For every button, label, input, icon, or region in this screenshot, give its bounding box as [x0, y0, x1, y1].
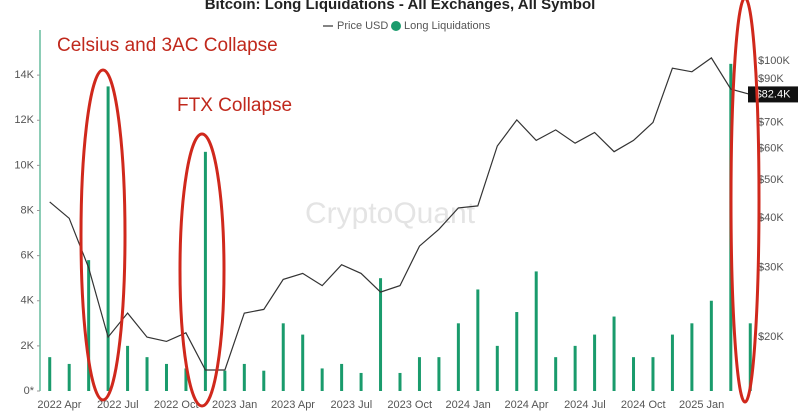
- highlight-ellipse: [178, 132, 226, 408]
- bar: [184, 368, 188, 391]
- bar: [359, 372, 363, 391]
- price-tag-label: $82.4K: [756, 88, 792, 100]
- bar: [87, 260, 91, 391]
- bar: [632, 357, 636, 391]
- price-tag: [748, 86, 798, 103]
- y-tick-label: 14K: [14, 69, 34, 81]
- x-tick-label: 2022 Apr: [37, 399, 81, 411]
- bar: [554, 357, 558, 391]
- watermark: CryptoQuant: [305, 197, 476, 230]
- bar: [476, 289, 480, 391]
- bar: [203, 151, 207, 391]
- bar: [262, 370, 266, 391]
- bar: [534, 271, 538, 391]
- highlight-ellipse: [729, 0, 761, 404]
- annotation: FTX Collapse: [177, 95, 292, 116]
- bar: [690, 323, 694, 391]
- bar: [612, 316, 616, 391]
- x-tick-label: 2024 Apr: [504, 399, 548, 411]
- x-tick-label: 2022 Jul: [97, 399, 139, 411]
- bar: [340, 363, 344, 391]
- bar: [281, 323, 285, 391]
- y-tick-label: 12K: [14, 114, 34, 126]
- bar: [456, 323, 460, 391]
- bar: [495, 345, 499, 391]
- bar: [106, 86, 110, 391]
- bar: [223, 370, 227, 391]
- y-tick-label: 2K: [21, 340, 35, 352]
- annotation: Celsius and 3AC Collapse: [57, 35, 278, 56]
- legend-dot: [391, 21, 401, 31]
- y-tick-label: 0*: [24, 385, 35, 397]
- bar: [417, 357, 421, 391]
- bar: [164, 363, 168, 391]
- y2-tick-label: $20K: [758, 331, 784, 343]
- legend-label: Price USD: [337, 20, 388, 32]
- x-tick-label: 2023 Jul: [331, 399, 373, 411]
- bar: [709, 300, 713, 391]
- bar: [437, 357, 441, 391]
- bar: [67, 363, 71, 391]
- y2-tick-label: $30K: [758, 261, 784, 273]
- plot-area: 0* 2K 4K 6K 8K 10K 12K 14K $20K $30K $40K $50K $60K $…: [14, 30, 798, 411]
- y2-tick-label: $50K: [758, 174, 784, 186]
- x-tick-label: 2024 Jul: [564, 399, 606, 411]
- bar: [126, 345, 130, 391]
- x-tick-label: 2025 Jan: [679, 399, 724, 411]
- bar: [242, 363, 246, 391]
- y-tick-label: 4K: [21, 295, 35, 307]
- bar: [48, 357, 52, 391]
- legend: Price USD Long Liquidations: [323, 20, 491, 32]
- bar: [670, 334, 674, 391]
- bar: [651, 357, 655, 391]
- x-tick-label: 2023 Jan: [212, 399, 257, 411]
- x-tick-label: 2022 Oct: [154, 399, 199, 411]
- bar: [301, 334, 305, 391]
- bar: [320, 368, 324, 391]
- bar: [398, 372, 402, 391]
- bar: [515, 312, 519, 391]
- x-tick-label: 2024 Jan: [445, 399, 490, 411]
- y2-tick-label: $40K: [758, 212, 784, 224]
- y-tick-label: 10K: [14, 159, 34, 171]
- x-tick-label: 2023 Oct: [387, 399, 432, 411]
- y2-tick-label: $60K: [758, 143, 784, 155]
- y-tick-label: 8K: [21, 204, 35, 216]
- bar: [748, 323, 752, 391]
- y2-tick-label: $90K: [758, 73, 784, 85]
- y-tick-label: 6K: [21, 250, 35, 262]
- chart-title: Bitcoin: Long Liquidations - All Exchang…: [205, 0, 596, 13]
- x-tick-label: 2023 Apr: [271, 399, 315, 411]
- bar: [379, 278, 383, 391]
- bar: [593, 334, 597, 391]
- bar: [573, 345, 577, 391]
- x-tick-label: 2024 Oct: [621, 399, 666, 411]
- legend-label: Long Liquidations: [404, 20, 491, 32]
- price-line: [49, 57, 751, 371]
- highlight-ellipse: [79, 68, 127, 402]
- y2-tick-label: $100K: [758, 55, 790, 67]
- y2-tick-label: $70K: [758, 116, 784, 128]
- bar: [145, 357, 149, 391]
